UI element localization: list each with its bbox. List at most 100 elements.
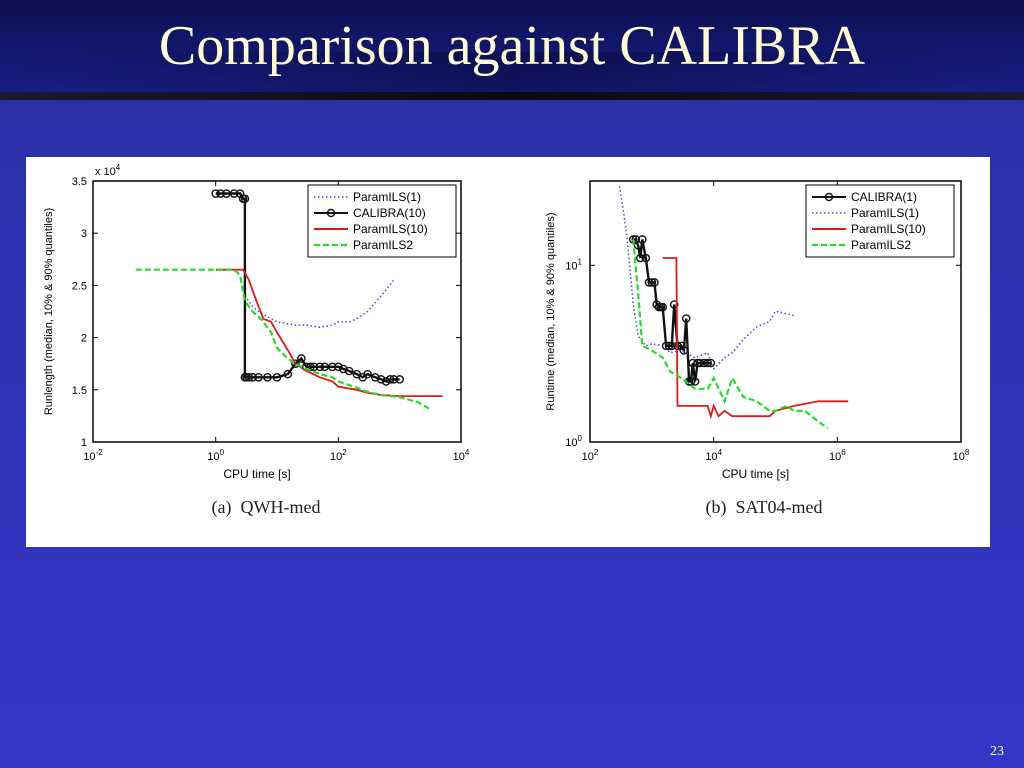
y-tick-label: 1.5 bbox=[72, 385, 87, 397]
x-tick-label-text: 102 bbox=[582, 448, 599, 463]
chart-1: 1 1.5 2 2.5 3 3.5 CPU time [s] Runlength (media… bbox=[43, 176, 462, 518]
series-point bbox=[334, 362, 343, 372]
series-point bbox=[272, 372, 282, 382]
slide-title: Comparison against CALIBRA bbox=[158, 15, 866, 77]
y-tick-label: 2 bbox=[81, 333, 87, 345]
chart-2: CPU time [s] Runtime (median, 10% & 90% q… bbox=[545, 180, 962, 518]
series-point bbox=[306, 362, 315, 372]
series-point bbox=[244, 372, 254, 382]
series-point bbox=[344, 366, 354, 376]
series-point bbox=[254, 372, 263, 382]
legend-label: ParamILS2 bbox=[851, 238, 911, 252]
series-point bbox=[641, 253, 651, 263]
x-tick-label-text: 104 bbox=[453, 448, 470, 463]
series-point bbox=[315, 362, 325, 372]
series-line-paramils-1- bbox=[618, 186, 795, 371]
legend-label: ParamILS(1) bbox=[353, 190, 421, 204]
series-point bbox=[395, 375, 404, 384]
series-point bbox=[650, 278, 659, 287]
series-point bbox=[240, 194, 250, 204]
x-tick-label-text: 108 bbox=[953, 448, 970, 463]
series-point bbox=[328, 362, 337, 372]
series-point bbox=[242, 372, 251, 382]
y-tick-label: 1 bbox=[81, 437, 87, 449]
legend: CALIBRA(1) ParamILS(1) ParamILS(10) ParamIL… bbox=[805, 184, 955, 258]
y-multiplier: x 104 bbox=[95, 163, 121, 178]
series-point bbox=[385, 375, 395, 384]
series-point bbox=[248, 372, 257, 382]
series-point bbox=[664, 341, 674, 351]
title-band bbox=[0, 0, 1024, 100]
y-tick-label: 101 bbox=[565, 257, 582, 272]
figure-svg: 1 1.5 2 2.5 3 3.5 CPU time [s] Runlength (media… bbox=[43, 163, 970, 518]
legend-label: ParamILS(1) bbox=[851, 206, 919, 220]
plot-frame bbox=[92, 180, 462, 443]
x-tick-label-text: 104 bbox=[705, 448, 722, 463]
plot-frame bbox=[589, 180, 962, 443]
y-multiplier-text: x 104 bbox=[95, 163, 121, 178]
series-point bbox=[297, 354, 306, 363]
x-tick-label-text: 100 bbox=[207, 448, 224, 463]
series-point bbox=[669, 300, 679, 309]
x-tick-label: 108 bbox=[953, 448, 970, 463]
legend-label: ParamILS(10) bbox=[353, 222, 428, 236]
series-point bbox=[363, 369, 372, 379]
x-tick-label-text: 106 bbox=[829, 448, 846, 463]
y-tick-label: 2.5 bbox=[72, 280, 87, 292]
series-point bbox=[263, 372, 272, 382]
series-point bbox=[216, 189, 225, 198]
series-point bbox=[291, 359, 300, 368]
y-tick-label-text: 100 bbox=[565, 434, 582, 449]
series-line-paramils2 bbox=[632, 239, 829, 429]
x-tick-label: 104 bbox=[453, 448, 470, 463]
x-tick-label: 100 bbox=[207, 448, 224, 463]
page-number: 23 bbox=[990, 744, 1004, 759]
series-point bbox=[381, 377, 391, 386]
legend-marker bbox=[824, 192, 834, 202]
series-point bbox=[637, 235, 647, 244]
legend: ParamILS(1) CALIBRA(10) ParamILS(10) ParamI… bbox=[307, 184, 457, 258]
x-tick-label: 102 bbox=[330, 448, 347, 463]
x-axis-label: CPU time [s] bbox=[722, 467, 789, 481]
legend-label: CALIBRA(10) bbox=[353, 206, 426, 220]
series-point bbox=[681, 314, 691, 323]
y-tick-label: 100 bbox=[565, 434, 582, 449]
series-point bbox=[644, 278, 654, 287]
series-point bbox=[283, 369, 293, 379]
series-point bbox=[309, 362, 319, 372]
y-axis-label: Runlength (median, 10% & 90% quantiles) bbox=[43, 208, 55, 415]
series-point bbox=[635, 253, 645, 263]
title-stripe bbox=[0, 52, 1024, 96]
x-tick-label: 10-2 bbox=[83, 448, 103, 463]
series-point bbox=[376, 375, 386, 384]
y-tick-label-text: 101 bbox=[565, 257, 582, 272]
series-line-paramils-10- bbox=[662, 257, 849, 420]
series-point bbox=[229, 189, 239, 198]
series-point bbox=[647, 278, 657, 287]
chart-caption: (b) SAT04-med bbox=[706, 497, 823, 518]
x-tick-label: 102 bbox=[582, 448, 599, 463]
y-tick-label: 3.5 bbox=[72, 176, 87, 188]
y-tick-label: 3 bbox=[81, 228, 87, 240]
x-tick-label-text: 10-2 bbox=[83, 448, 103, 463]
series-point bbox=[667, 341, 677, 351]
series-line-paramils2 bbox=[135, 268, 430, 410]
series-point bbox=[703, 358, 712, 368]
legend-label: ParamILS(10) bbox=[851, 222, 926, 236]
legend-label: CALIBRA(1) bbox=[851, 190, 917, 204]
y-axis-label: Runtime (median, 10% & 90% quantiles) bbox=[545, 212, 557, 410]
x-tick-label-text: 102 bbox=[330, 448, 347, 463]
chart-caption: (a) QWH-med bbox=[212, 497, 321, 518]
legend-marker bbox=[326, 208, 336, 218]
series-point bbox=[658, 302, 668, 312]
series-point bbox=[690, 377, 700, 386]
figure-panel: 1 1.5 2 2.5 3 3.5 CPU time [s] Runlength (media… bbox=[26, 157, 990, 547]
series-point bbox=[389, 375, 399, 384]
title-underline bbox=[0, 92, 1024, 100]
x-tick-label: 104 bbox=[705, 448, 722, 463]
x-axis-label: CPU time [s] bbox=[223, 467, 290, 481]
series-point bbox=[706, 358, 716, 368]
x-tick-label: 106 bbox=[829, 448, 846, 463]
series-point bbox=[211, 189, 220, 198]
legend-label: ParamILS2 bbox=[353, 238, 413, 252]
